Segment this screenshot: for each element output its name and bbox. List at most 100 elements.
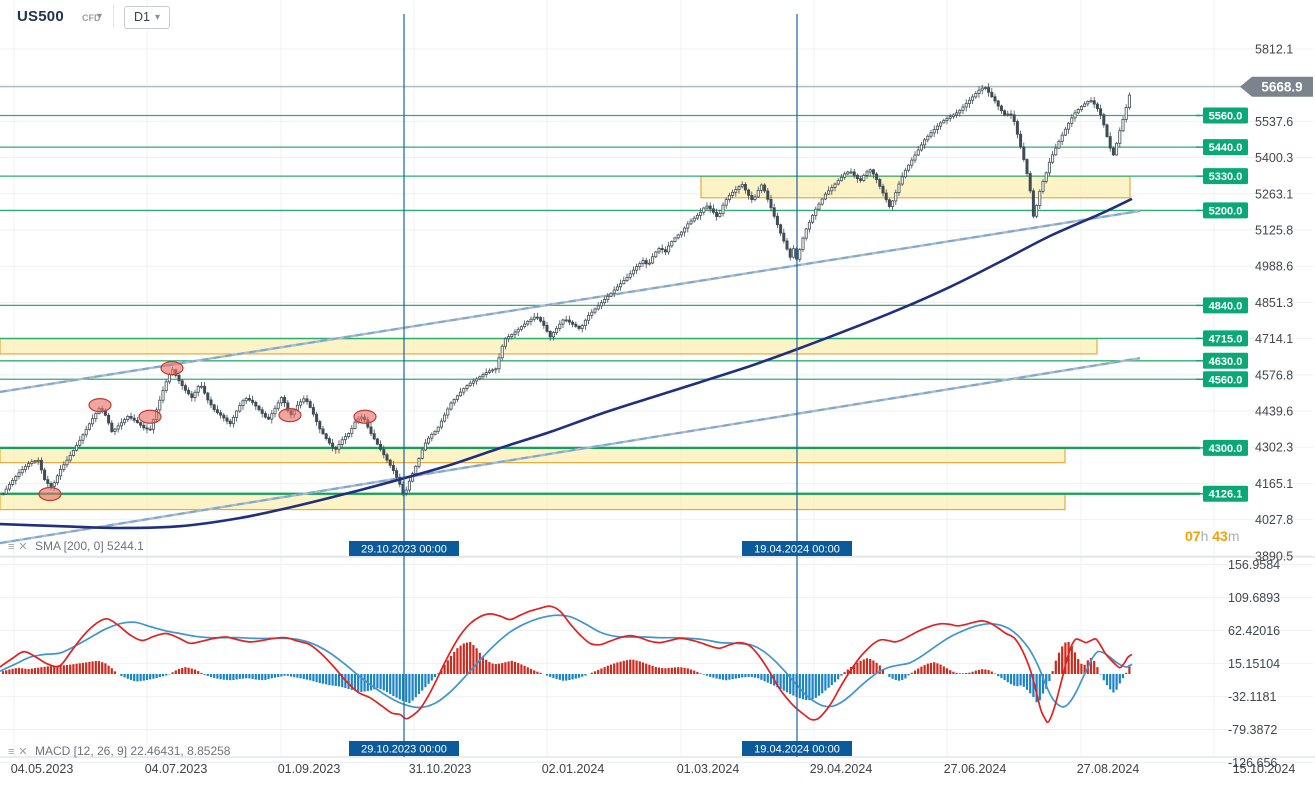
price-level-tag[interactable]: [1203, 330, 1248, 347]
candle-body: [558, 323, 562, 329]
price-level-tag[interactable]: [1203, 202, 1248, 219]
supply-demand-zone[interactable]: [0, 338, 1098, 355]
vertical-date-tag[interactable]: [349, 541, 459, 556]
macd-histogram-bar: [817, 674, 821, 696]
swing-marker-ellipse[interactable]: [138, 409, 162, 424]
candle-body: [676, 234, 680, 239]
candle-body: [119, 422, 123, 427]
candle-body: [1108, 136, 1112, 149]
candle-body: [567, 319, 571, 323]
macd-histogram-bar: [1035, 674, 1038, 703]
symbol-dropdown-caret-icon[interactable]: ▾: [97, 11, 103, 22]
price-level-tag[interactable]: [1203, 139, 1248, 156]
supply-demand-zone[interactable]: [0, 493, 1066, 511]
macd-histogram-bar: [1022, 674, 1025, 687]
swing-marker-ellipse[interactable]: [160, 361, 184, 376]
price-level-tag[interactable]: [1203, 107, 1248, 124]
time-axis-label: 31.10.2023: [408, 762, 472, 776]
macd-histogram-bar: [1064, 642, 1067, 674]
macd-histogram-bar: [261, 674, 264, 681]
candle-body: [839, 176, 843, 182]
candle-body: [622, 280, 626, 285]
vertical-date-tag[interactable]: [742, 541, 852, 556]
sma-close-icon[interactable]: ✕: [18, 541, 28, 553]
macd-histogram-bar: [350, 674, 353, 690]
macd-histogram-bar: [11, 668, 14, 674]
macd-histogram-bar: [581, 674, 584, 677]
sma-menu-icon[interactable]: ≡: [8, 541, 15, 553]
macd-tick-label: 15.15104: [1228, 657, 1280, 671]
macd-histogram-bar: [843, 672, 846, 674]
macd-histogram-bar: [859, 660, 862, 674]
candle-body: [20, 469, 24, 474]
candle-body: [87, 423, 91, 430]
candle-body: [961, 106, 965, 111]
candle-body: [318, 421, 322, 430]
vertical-date-tag[interactable]: [349, 741, 459, 756]
swing-marker-ellipse[interactable]: [278, 408, 302, 423]
macd-histogram-bar: [667, 668, 670, 674]
candle-body: [471, 380, 475, 384]
macd-histogram-bar: [785, 674, 789, 693]
macd-histogram-bar: [1016, 674, 1019, 687]
price-level-tag[interactable]: [1203, 439, 1248, 456]
macd-tick-label: -32.1181: [1228, 690, 1276, 704]
macd-histogram-bar: [1102, 674, 1105, 681]
macd-close-icon[interactable]: ✕: [18, 746, 28, 758]
candle-body: [222, 414, 226, 419]
sma-indicator-legend: ≡ ✕ SMA [200, 0] 5244.1: [8, 539, 144, 553]
macd-histogram-bar: [641, 662, 645, 674]
candle-body: [926, 135, 930, 141]
price-level-tag[interactable]: [1203, 168, 1248, 185]
swing-marker-ellipse[interactable]: [38, 486, 62, 502]
candle-body: [75, 444, 79, 451]
candle-body: [462, 388, 466, 393]
macd-histogram-bar: [53, 665, 56, 674]
candle-body: [673, 237, 677, 242]
candle-body: [881, 185, 885, 194]
macd-histogram-bar: [62, 665, 65, 674]
candle-body: [215, 409, 219, 414]
candle-body: [798, 249, 802, 260]
macd-histogram-bar: [49, 666, 53, 674]
macd-histogram-bar: [113, 671, 117, 674]
symbol-name[interactable]: US500: [17, 8, 64, 25]
price-level-tag[interactable]: [1203, 352, 1248, 369]
candle-body: [382, 449, 386, 456]
macd-histogram-bar: [8, 669, 11, 674]
price-level-tag[interactable]: [1203, 297, 1248, 314]
candle-body: [129, 415, 133, 419]
macd-histogram-bar: [88, 661, 91, 674]
macd-menu-icon[interactable]: ≡: [8, 746, 15, 758]
vertical-date-tag[interactable]: [742, 741, 852, 756]
candle-body: [999, 105, 1003, 112]
supply-demand-zone[interactable]: [0, 447, 1066, 464]
candle-body: [971, 96, 975, 101]
candle-body: [123, 419, 127, 424]
macd-histogram-bar: [718, 674, 721, 680]
macd-histogram-bar: [865, 658, 869, 674]
toolbar: US500 CFD ▾ D1 ▾: [0, 0, 1315, 34]
candle-body: [519, 326, 523, 330]
candle-body: [158, 399, 162, 411]
sma-line[interactable]: [0, 197, 1133, 530]
macd-histogram-bar: [872, 660, 875, 674]
timeframe-dropdown[interactable]: D1 ▾: [124, 6, 170, 29]
swing-marker-ellipse[interactable]: [88, 398, 112, 413]
candle-body: [1102, 114, 1106, 126]
macd-histogram-bar: [593, 671, 597, 674]
candle-body: [1025, 159, 1029, 174]
candle-body: [347, 433, 351, 437]
candle-body: [270, 413, 274, 420]
macd-histogram-bar: [635, 660, 638, 674]
price-level-tag[interactable]: [1203, 371, 1248, 388]
swing-marker-ellipse[interactable]: [353, 409, 377, 424]
candle-body: [263, 413, 267, 418]
candle-body: [206, 392, 210, 401]
macd-histogram-bar: [133, 674, 136, 682]
macd-histogram-bar: [321, 674, 325, 684]
price-level-tag[interactable]: [1203, 485, 1248, 502]
macd-histogram-bar: [485, 659, 488, 674]
macd-histogram-bar: [299, 674, 302, 679]
